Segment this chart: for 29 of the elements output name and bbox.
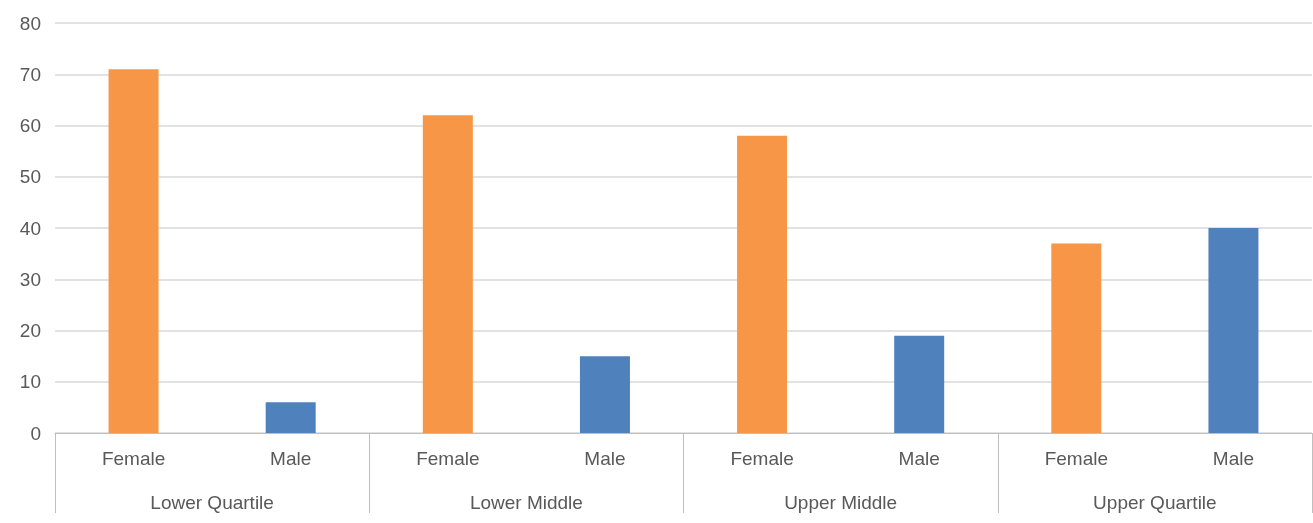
y-tick-label: 0 — [30, 422, 41, 444]
x-tick-label: Male — [584, 448, 626, 469]
bar — [894, 335, 945, 433]
bar — [265, 402, 316, 433]
bar — [1051, 243, 1102, 433]
x-tick-label: Female — [730, 448, 794, 469]
text: Upper Quartile — [1093, 492, 1217, 513]
y-tick-label: 50 — [19, 166, 41, 188]
y-tick-label: 70 — [19, 63, 41, 85]
y-tick-label: 60 — [19, 115, 41, 136]
x-tick-label: Male — [898, 448, 940, 469]
x-tick-label: Male — [270, 448, 312, 469]
y-tick-label: 20 — [19, 320, 41, 341]
bar — [1208, 228, 1259, 433]
bar — [579, 356, 630, 433]
x-tick-label: Female — [1044, 448, 1108, 469]
x-tick-label: Female — [416, 448, 480, 469]
text: Upper Middle — [784, 492, 898, 513]
y-tick-label: 80 — [19, 12, 41, 34]
y-tick-label: 40 — [19, 217, 41, 239]
text: Lower Middle — [469, 492, 583, 513]
x-tick-label: Female — [101, 448, 166, 469]
bar — [108, 69, 159, 433]
y-tick-label: 10 — [19, 371, 41, 393]
bar — [737, 135, 788, 433]
text: Lower Quartile — [150, 492, 274, 513]
x-tick-label: Male — [1212, 448, 1255, 469]
bar — [422, 115, 473, 433]
y-tick-label: 30 — [19, 268, 41, 290]
